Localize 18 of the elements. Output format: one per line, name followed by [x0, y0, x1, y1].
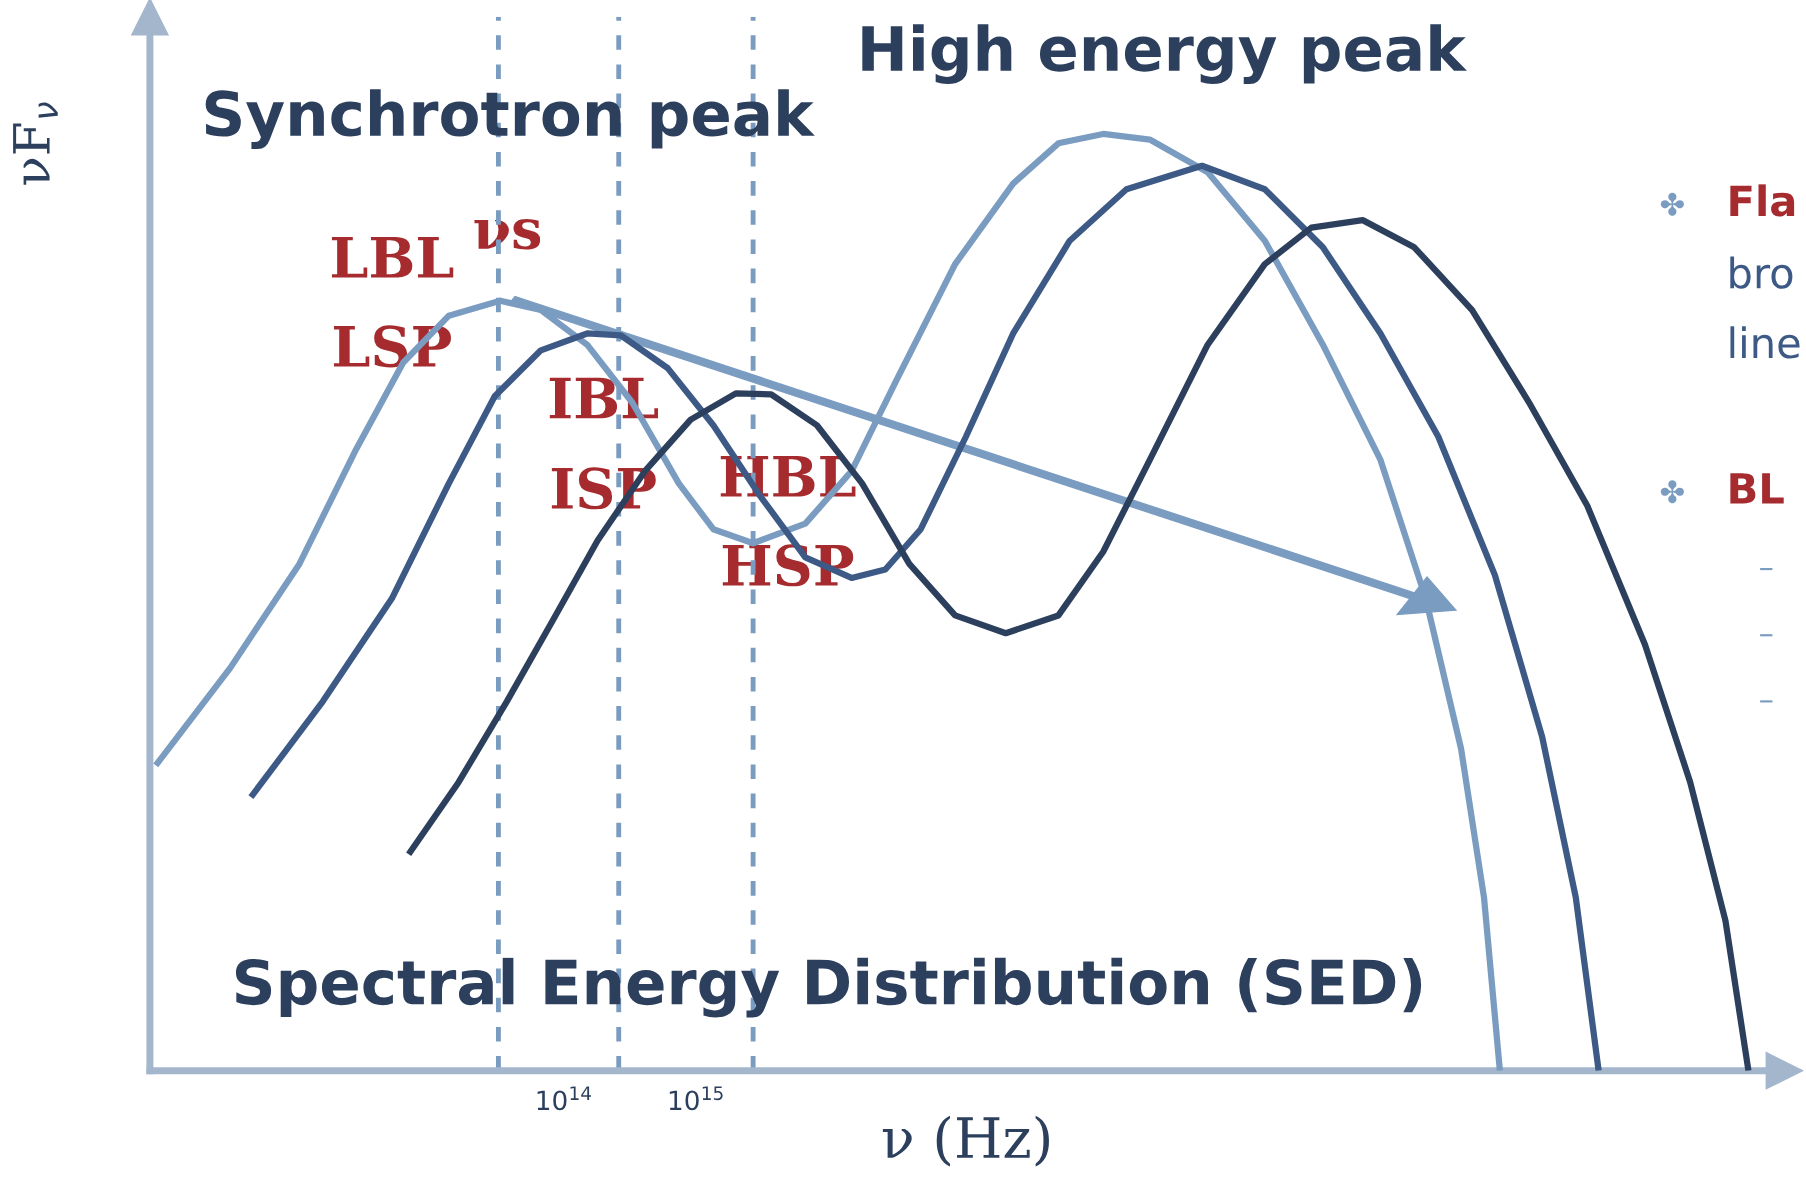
annotation: LBL [331, 237, 454, 278]
x-axis-title: ν (Hz) [882, 1115, 1049, 1167]
annotation: ✤ [1660, 192, 1684, 216]
text: High energy peak [862, 24, 1467, 84]
annotation: – [1760, 568, 1773, 571]
annotation: ✤ [1660, 480, 1684, 504]
x-tick-label: 10$^{14}$ [537, 1086, 591, 1111]
annotation: bro [1730, 256, 1793, 289]
annotation: line [1730, 326, 1800, 359]
annotation: Fla [1730, 184, 1795, 217]
y-axis-title: νF$_{ν}$ [13, 102, 58, 185]
annotation: – [1760, 634, 1773, 637]
annotation: Synchrotron peak [205, 89, 815, 149]
annotation: νs [474, 219, 541, 250]
annotation: Spectral Energy Distribution (SED) [235, 957, 1422, 1018]
x-tick-label: 10$^{15}$ [669, 1086, 723, 1111]
annotation: – [1760, 700, 1773, 703]
annotation: BL [1730, 473, 1784, 504]
